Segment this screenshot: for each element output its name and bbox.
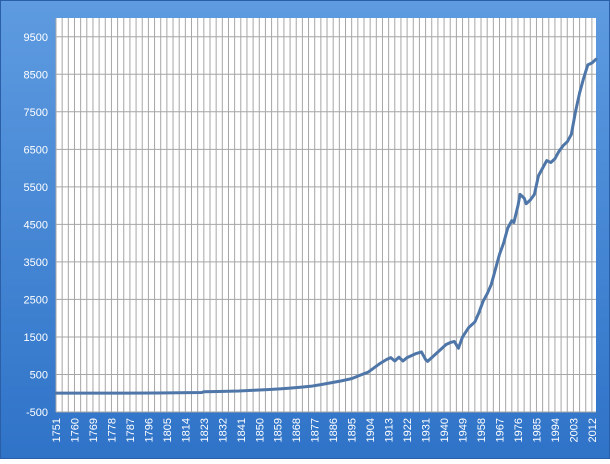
x-tick-label: 1823 bbox=[199, 418, 211, 442]
x-tick-label: 1769 bbox=[88, 418, 100, 442]
x-tick-label: 1967 bbox=[494, 418, 506, 442]
y-tick-label: 2500 bbox=[24, 294, 48, 306]
y-tick-label: 9500 bbox=[24, 32, 48, 44]
x-tick-label: 1868 bbox=[291, 418, 303, 442]
x-tick-label: 1994 bbox=[550, 418, 562, 442]
x-tick-label: 1814 bbox=[180, 418, 192, 442]
series-line bbox=[54, 57, 598, 395]
x-tick-label: 1805 bbox=[162, 418, 174, 442]
y-axis-ticks: -500 500 1500 2500 3500 4500 5500 6500 7500 8500 9… bbox=[24, 32, 48, 419]
x-tick-label: 1958 bbox=[476, 418, 488, 442]
x-tick-label: 2012 bbox=[587, 418, 599, 442]
x-tick-label: 1850 bbox=[254, 418, 266, 442]
x-tick-label: 1922 bbox=[402, 418, 414, 442]
y-tick-label: 3500 bbox=[24, 257, 48, 269]
x-tick-label: 1832 bbox=[217, 418, 229, 442]
y-tick-label: 4500 bbox=[24, 219, 48, 231]
x-tick-label: 1976 bbox=[513, 418, 525, 442]
y-tick-label: 8500 bbox=[24, 69, 48, 81]
x-tick-label: 1877 bbox=[310, 418, 322, 442]
y-tick-label: 500 bbox=[30, 369, 48, 381]
grid bbox=[55, 18, 596, 413]
y-tick-label: 5500 bbox=[24, 182, 48, 194]
x-tick-label: 1751 bbox=[51, 418, 63, 442]
x-tick-label: 1796 bbox=[143, 418, 155, 442]
y-tick-label: 7500 bbox=[24, 107, 48, 119]
x-axis-ticks: 1751 1760 1769 1778 1787 1796 1805 1814 1823 1832… bbox=[51, 418, 599, 442]
y-tick-label: -500 bbox=[26, 407, 48, 419]
x-tick-label: 1886 bbox=[328, 418, 340, 442]
x-tick-label: 1841 bbox=[236, 418, 248, 442]
x-tick-label: 1778 bbox=[106, 418, 118, 442]
x-tick-label: 1859 bbox=[273, 418, 285, 442]
x-tick-label: 1904 bbox=[365, 418, 377, 442]
x-tick-label: 1760 bbox=[69, 418, 81, 442]
x-tick-label: 1913 bbox=[384, 418, 396, 442]
x-tick-label: 1787 bbox=[125, 418, 137, 442]
x-tick-label: 2003 bbox=[568, 418, 580, 442]
x-tick-label: 1985 bbox=[531, 418, 543, 442]
x-tick-label: 1931 bbox=[421, 418, 433, 442]
x-tick-label: 1940 bbox=[439, 418, 451, 442]
x-tick-label: 1949 bbox=[458, 418, 470, 442]
y-tick-label: 6500 bbox=[24, 144, 48, 156]
x-tick-label: 1895 bbox=[347, 418, 359, 442]
y-tick-label: 1500 bbox=[24, 332, 48, 344]
